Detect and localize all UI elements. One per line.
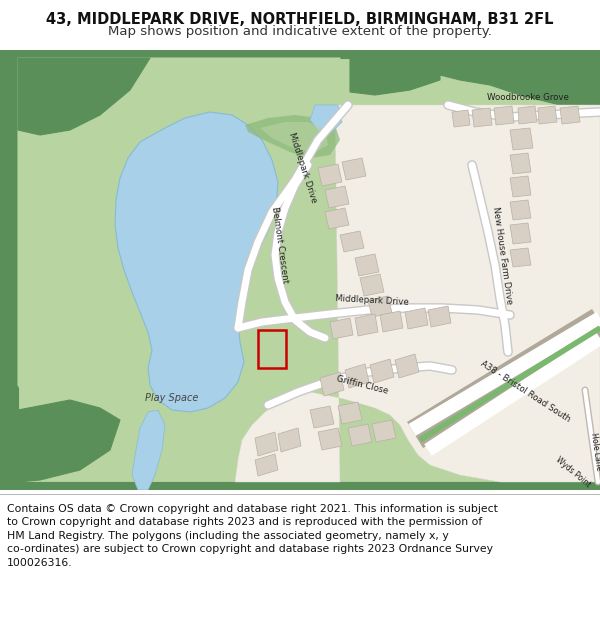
Polygon shape: [360, 274, 384, 296]
Polygon shape: [245, 115, 340, 158]
Text: Wyds Point: Wyds Point: [554, 455, 592, 489]
Polygon shape: [310, 406, 334, 428]
Polygon shape: [260, 122, 328, 152]
Polygon shape: [510, 223, 531, 244]
Polygon shape: [560, 106, 580, 124]
Polygon shape: [494, 106, 514, 125]
Text: Hole Lane: Hole Lane: [589, 432, 600, 471]
Polygon shape: [518, 106, 537, 124]
Polygon shape: [405, 308, 428, 329]
Text: Map shows position and indicative extent of the property.: Map shows position and indicative extent…: [108, 24, 492, 38]
Text: Play Space: Play Space: [145, 393, 199, 403]
Polygon shape: [0, 482, 600, 490]
Bar: [258, 330, 286, 368]
Polygon shape: [510, 153, 531, 174]
Polygon shape: [452, 110, 470, 127]
Polygon shape: [428, 306, 451, 327]
Polygon shape: [510, 128, 533, 150]
Polygon shape: [320, 372, 344, 396]
Polygon shape: [538, 106, 557, 124]
Polygon shape: [318, 428, 342, 450]
Text: Griffin Close: Griffin Close: [335, 374, 389, 396]
Polygon shape: [255, 454, 278, 476]
Polygon shape: [0, 50, 18, 490]
Polygon shape: [440, 58, 600, 110]
Polygon shape: [338, 402, 362, 424]
Polygon shape: [0, 50, 600, 490]
Polygon shape: [132, 410, 165, 490]
Text: Middlepark Drive: Middlepark Drive: [335, 294, 409, 306]
Text: Woodbrooke Grove: Woodbrooke Grove: [487, 94, 569, 102]
Polygon shape: [510, 176, 531, 197]
Polygon shape: [18, 400, 120, 482]
Polygon shape: [370, 359, 394, 383]
Polygon shape: [592, 50, 600, 490]
Polygon shape: [115, 112, 278, 412]
Polygon shape: [380, 311, 403, 332]
Polygon shape: [18, 58, 150, 135]
Polygon shape: [355, 254, 379, 276]
Polygon shape: [235, 105, 600, 482]
Polygon shape: [348, 424, 372, 446]
Text: Contains OS data © Crown copyright and database right 2021. This information is : Contains OS data © Crown copyright and d…: [7, 504, 498, 568]
Polygon shape: [310, 105, 342, 132]
Polygon shape: [368, 296, 392, 317]
Polygon shape: [318, 164, 342, 186]
Text: New House Farm Drive: New House Farm Drive: [491, 206, 514, 304]
Polygon shape: [395, 354, 419, 378]
Polygon shape: [342, 158, 366, 180]
Polygon shape: [0, 50, 600, 58]
Polygon shape: [510, 200, 531, 220]
Polygon shape: [325, 186, 349, 208]
Text: A38 - Bristol Road South: A38 - Bristol Road South: [478, 359, 572, 424]
Polygon shape: [345, 364, 369, 388]
Polygon shape: [340, 231, 364, 252]
Polygon shape: [18, 58, 340, 435]
Polygon shape: [510, 248, 531, 267]
Polygon shape: [350, 58, 440, 95]
Polygon shape: [325, 208, 349, 229]
Text: Belmont Crescent: Belmont Crescent: [270, 206, 290, 284]
Polygon shape: [355, 314, 378, 336]
Polygon shape: [278, 428, 301, 452]
Text: Middlepark Drive: Middlepark Drive: [287, 132, 319, 204]
Polygon shape: [330, 318, 353, 339]
Polygon shape: [472, 108, 492, 127]
Text: 43, MIDDLEPARK DRIVE, NORTHFIELD, BIRMINGHAM, B31 2FL: 43, MIDDLEPARK DRIVE, NORTHFIELD, BIRMIN…: [46, 12, 554, 28]
Polygon shape: [255, 432, 278, 456]
Polygon shape: [372, 420, 396, 442]
